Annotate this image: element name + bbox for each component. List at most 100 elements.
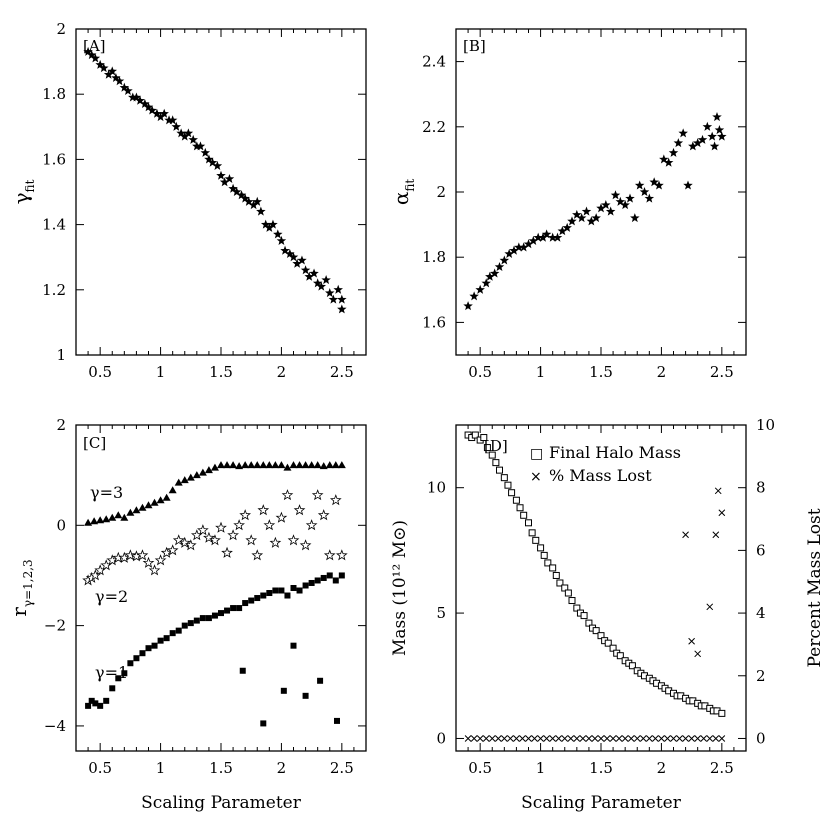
b-series0-point [586,216,597,226]
d-series1-point [658,735,665,742]
b-series0-point [581,206,592,216]
d-series0-point [500,474,508,482]
d-series1-point [652,735,659,742]
b-series0-point [692,138,703,148]
d-series0-point [552,571,560,579]
d-series0-point [568,597,576,605]
b-series0-point [630,213,640,223]
a-series0-point [195,141,206,151]
b-ytick-label: 2.2 [422,118,446,136]
d-ytick-right-label: 10 [756,416,775,434]
b-series0-point [523,239,534,249]
d-series1-point [537,735,544,742]
b-series0-point [639,187,650,197]
d-series0-point [580,612,588,620]
d-series0-point [492,459,500,467]
panel-a-marks [83,46,347,314]
d-series1-point [718,735,726,742]
a-series0-point [236,190,247,200]
c-series0-point [180,476,189,484]
c-series2-point [139,650,146,657]
a-ytick-label: 1.6 [42,150,66,168]
d-series1-point [682,735,689,742]
c-series2-point [85,702,92,709]
d-series1-point [549,735,557,742]
d-series0-point [718,709,726,717]
c-series0-point [223,461,232,469]
a-series0-point [119,82,130,92]
panel-b-label: [B] [463,37,486,55]
a-series0-point [260,219,271,229]
d-series0-point [564,589,572,597]
b-series0-point [712,112,722,122]
c-series0-point [325,461,334,469]
a-series0-point [188,134,198,144]
panel-d-ticks: 0.5 1 1.5 2 2.5 0 5 10 0 2 4 6 8 10 [427,416,775,777]
a-series0-point [179,131,190,141]
c-series2-point [278,587,285,594]
d-xtick-label: 1.5 [589,759,613,777]
c-series2-point [280,687,287,694]
a-series0-point [212,160,223,170]
c-ytick-label: −2 [44,617,66,635]
d-series0-point [561,584,569,592]
panel-a-ticks: 0.5 1 1.5 2 2.5 1 1.2 1.4 1.6 1.8 2 [42,20,366,381]
d-series1-point [714,487,722,495]
c-series2-point [334,717,340,724]
a-series0-point [114,76,125,86]
d-series1-point [712,531,720,539]
c-series1-point [323,549,336,561]
c-series0-point [295,461,304,469]
a-series0-point [216,170,226,180]
d-series1-point [645,735,653,742]
a-series0-point [300,265,311,275]
c-series1-point [245,534,258,546]
panel-c-frame [75,424,367,752]
d-ytick-right-label: 2 [756,667,766,685]
c-xtick-label: 2.5 [330,759,354,777]
a-series0-point [176,128,186,138]
c-series0-point [204,466,213,474]
d-series1-point [597,735,605,742]
c-series1-point [215,521,227,533]
d-series1-point [525,735,532,742]
c-series1-point [89,569,102,581]
b-series0-point [481,278,491,288]
c-series0-point [144,501,153,509]
c-series0-point [126,508,135,516]
legend-cross-marker: × [530,469,542,485]
a-xtick-label: 2.5 [330,363,354,381]
a-series0-point [147,105,157,115]
a-series0-point [273,229,283,239]
c-series2-point [133,655,140,662]
panel-a-label: [A] [83,37,106,55]
c-xtick-label: 1 [156,759,166,777]
c-series2-point [109,685,116,692]
c-series0-point [301,461,310,469]
a-series0-point [143,102,154,112]
b-series0-point [717,131,727,141]
d-series1-point [609,735,617,742]
d-xtick-label: 1 [536,759,546,777]
b-series0-point [475,284,485,294]
c-series0-point [210,463,219,471]
c-series2-point [88,697,95,704]
d-series1-point [513,735,520,742]
a-series0-point [304,271,314,281]
gamma-1-label: γ=1 [95,663,128,682]
c-series2-point [242,600,249,607]
c-series1-point [281,489,294,501]
c-series1-point [203,531,215,543]
c-series0-point [229,461,238,469]
d-series1-point [543,735,550,742]
b-series0-point [620,200,630,210]
a-series0-point [231,187,242,197]
legend-mass-label: Final Halo Mass [549,443,681,462]
d-ytick-label: 0 [436,729,446,747]
d-series1-point [470,735,478,742]
c-series0-point [156,496,165,504]
d-series1-point [531,735,538,742]
c-series0-point [198,468,207,476]
b-series0-point [499,255,510,265]
